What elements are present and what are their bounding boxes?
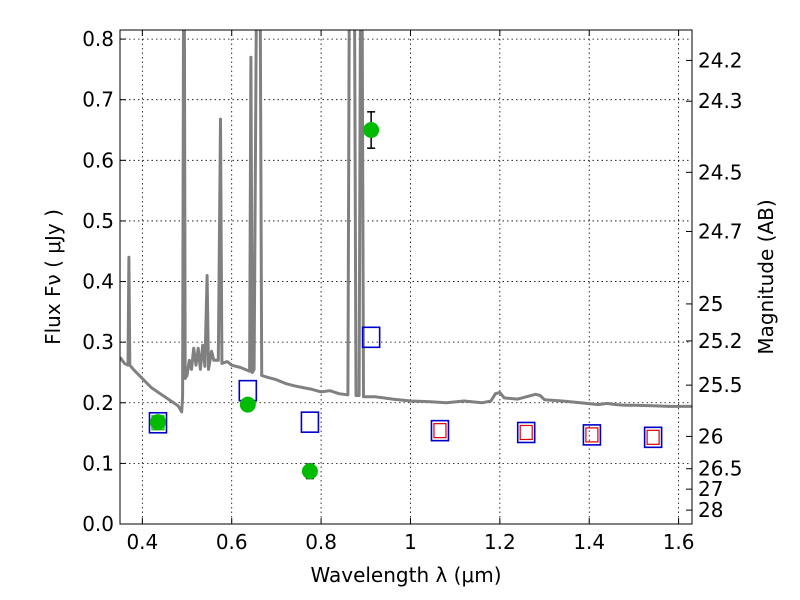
- right-tick-label: 25.5: [698, 373, 743, 397]
- x-tick-label: 1.6: [663, 530, 695, 554]
- observed-point: [363, 122, 380, 139]
- y-tick-label: 0.1: [82, 451, 114, 475]
- x-axis-label: Wavelength λ (μm): [310, 563, 501, 587]
- observed-point: [239, 396, 256, 413]
- model-photometry-square: [148, 411, 168, 434]
- right-tick-label: 26.5: [698, 457, 743, 481]
- y-tick-label: 0.4: [82, 270, 114, 294]
- right-tick-label: 25: [698, 292, 723, 316]
- x-tick-label: 0.4: [126, 530, 158, 554]
- y-tick-label: 0.7: [82, 88, 114, 112]
- y-axis-label: Flux Fν ( μJy ): [41, 209, 65, 345]
- x-tick-label: 1.4: [573, 530, 605, 554]
- y-tick-label: 0.0: [82, 512, 114, 536]
- model-photometry-inner-square: [646, 429, 660, 445]
- right-tick-label: 24.2: [698, 48, 743, 72]
- model-photometry-square: [430, 419, 450, 442]
- y-tick-label: 0.2: [82, 391, 114, 415]
- y-tick-label: 0.8: [82, 27, 114, 51]
- data-area: [120, 30, 692, 414]
- right-tick-label: 26: [698, 424, 723, 448]
- x-tick-label: 0.8: [305, 530, 337, 554]
- plot-frame: [119, 29, 693, 525]
- model-photometry-square: [582, 424, 602, 446]
- right-tick-label: 24.5: [698, 160, 743, 184]
- x-tick-label: 1.2: [484, 530, 516, 554]
- spectrum-line: [120, 30, 692, 414]
- right-tick-label: 28: [698, 498, 723, 522]
- model-photometry-inner-square: [433, 423, 447, 439]
- right-tick-label: 24.7: [698, 219, 743, 243]
- model-photometry-square: [300, 411, 320, 433]
- x-tick-label: 0.6: [216, 530, 248, 554]
- y-tick-label: 0.6: [82, 148, 114, 172]
- model-photometry-square: [516, 421, 536, 444]
- observed-point: [149, 414, 166, 431]
- right-tick-label: 25.2: [698, 329, 743, 353]
- y-axis-right-label: Magnitude (AB): [754, 199, 778, 354]
- model-photometry-inner-square: [585, 427, 599, 443]
- y-tick-label: 0.5: [82, 209, 114, 233]
- right-tick-label: 24.3: [698, 89, 743, 113]
- model-photometry-inner-square: [519, 424, 533, 441]
- model-photometry-square: [361, 326, 381, 349]
- model-photometry-square: [643, 426, 663, 449]
- ticks: 0.4 0.6 0.8 1 1.2 1.4 1.6 0.0 0.1 0.2 0.3 0.4 0.5 0.6…: [82, 27, 742, 554]
- y-tick-label: 0.3: [82, 330, 114, 354]
- observed-point: [301, 463, 318, 480]
- markers: [148, 111, 663, 480]
- right-tick-label: 27: [698, 477, 723, 501]
- x-tick-label: 1: [404, 530, 417, 554]
